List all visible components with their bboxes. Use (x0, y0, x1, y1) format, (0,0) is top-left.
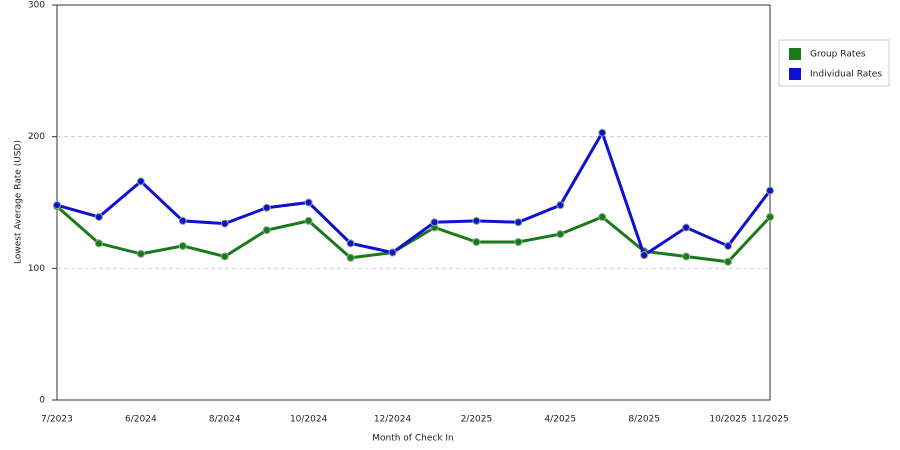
series-line (56, 129, 772, 258)
x-tick-label: 12/2024 (374, 415, 412, 425)
x-tick-label: 2/2025 (461, 415, 493, 425)
x-tick-label: 8/2025 (628, 415, 660, 425)
data-point (136, 249, 145, 258)
y-tick-label: 300 (28, 1, 45, 11)
data-point (640, 251, 649, 260)
data-point (304, 198, 313, 207)
data-point (262, 226, 271, 235)
data-point (220, 252, 229, 261)
y-axis-label: Lowest Average Rate (USD) (14, 140, 24, 264)
legend-swatch (789, 48, 801, 60)
plot-frame (56, 4, 771, 401)
x-tick-label: 6/2024 (125, 415, 157, 425)
x-tick-label: 7/2023 (41, 415, 73, 425)
legend-label: Individual Rates (810, 70, 882, 80)
data-point (682, 252, 691, 261)
data-point (724, 257, 733, 266)
data-point (472, 238, 481, 246)
x-tick-label: 4/2025 (544, 415, 576, 425)
data-point (682, 223, 691, 232)
x-tick-label: 11/2025 (751, 415, 788, 425)
data-point (766, 212, 774, 221)
x-tick-label: 8/2024 (209, 415, 241, 425)
data-point (556, 201, 565, 210)
data-point (598, 212, 607, 221)
data-point (472, 216, 481, 225)
y-tick-label: 0 (39, 396, 45, 406)
legend-label: Group Rates (810, 50, 866, 60)
x-tick-label: 10/2024 (290, 415, 328, 425)
legend-swatch (789, 68, 801, 80)
data-point (53, 201, 61, 210)
data-point (262, 203, 271, 212)
data-point (178, 241, 187, 250)
data-point (220, 219, 229, 228)
data-point (94, 212, 103, 221)
y-tick-label: 100 (28, 264, 45, 274)
data-point (94, 239, 103, 248)
data-point (598, 128, 607, 137)
x-axis-label: Month of Check In (372, 434, 454, 444)
data-point (430, 218, 439, 227)
data-point (346, 253, 355, 262)
data-point (304, 216, 313, 225)
data-point (514, 238, 523, 246)
data-point (388, 248, 397, 257)
x-tick-label: 10/2025 (709, 415, 746, 425)
data-point (346, 239, 355, 248)
data-point (514, 218, 523, 227)
data-point (766, 186, 774, 195)
data-point (556, 230, 565, 239)
data-point (136, 177, 145, 186)
data-point (178, 216, 187, 225)
y-tick-label: 200 (28, 132, 45, 142)
data-point (724, 241, 733, 250)
